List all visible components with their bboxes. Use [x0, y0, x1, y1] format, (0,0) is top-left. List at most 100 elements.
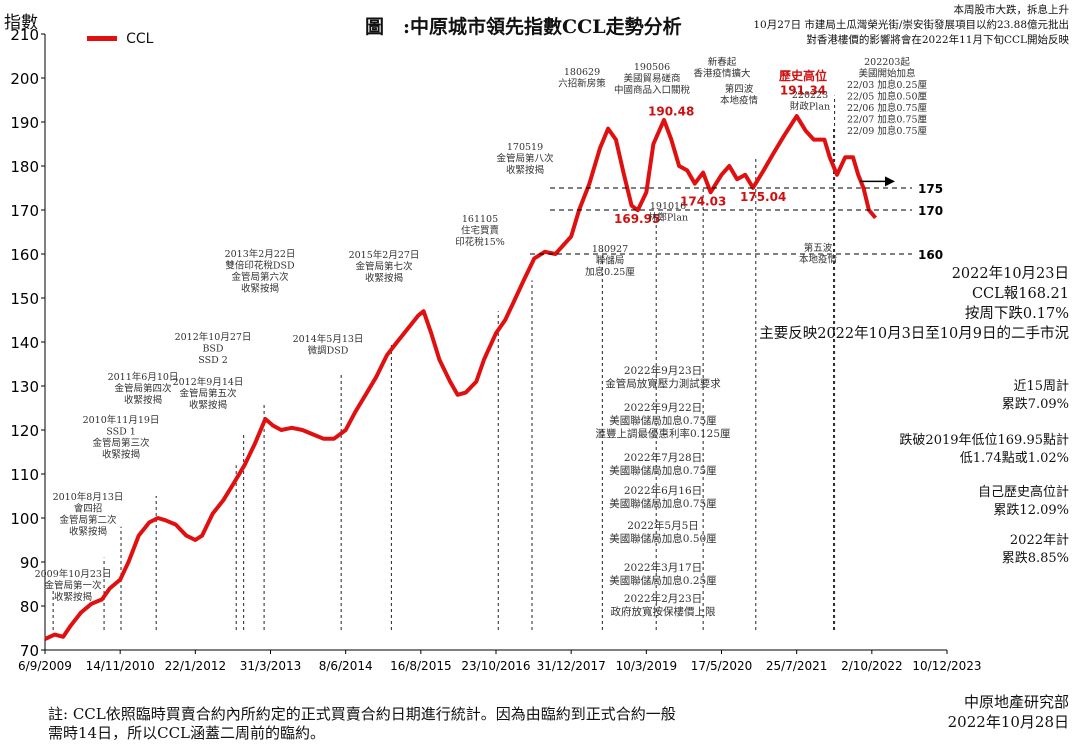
- timeline-event: 滙豐上調最優惠利率0.125厘: [595, 427, 731, 440]
- event-label: 收緊按揭: [506, 164, 544, 176]
- stat-value: 累跌12.09%: [993, 503, 1069, 518]
- y-tick-label: 80: [20, 598, 39, 616]
- y-tick-label: 180: [10, 158, 39, 176]
- event-label-below: 聯儲局: [596, 255, 625, 267]
- footnote-line: 註: CCL依照臨時買賣合約內所約定的正式買賣合約日期進行統計。因為由臨約到正式…: [48, 705, 676, 723]
- stat-label: 自己歷史高位計: [977, 485, 1069, 500]
- y-tick-label: 110: [10, 466, 39, 484]
- legend: CCL: [87, 28, 153, 47]
- x-tick-label: 16/8/2015: [390, 659, 452, 673]
- y-tick-label: 210: [10, 26, 39, 44]
- y-tick-label: 150: [10, 290, 39, 308]
- timeline-date: 2022年5月5日: [627, 519, 699, 532]
- stat-value: 低1.74點或1.02%: [959, 451, 1069, 466]
- footnote-line: 需時14日，所以CCL涵蓋二周前的臨約。: [48, 724, 326, 742]
- ref-line-label: 160: [918, 248, 943, 262]
- event-label: 收緊按揭: [54, 591, 92, 603]
- event-label: 2010年11月19日: [83, 414, 160, 426]
- event-label: 收緊按揭: [365, 272, 403, 284]
- y-tick-label: 200: [10, 70, 39, 88]
- summary-value: CCL報168.21: [971, 286, 1069, 302]
- summary-date: 2022年10月23日: [951, 266, 1069, 282]
- x-tick-label: 23/10/2016: [461, 659, 530, 673]
- header-note-line: 對香港樓價的影響將會在2022年11月下旬CCL開始反映: [806, 34, 1069, 46]
- point-label: 190.48: [648, 104, 694, 118]
- source: 中原地產研究部 2022年10月28日: [948, 692, 1069, 732]
- y-tick-label: 120: [10, 422, 39, 440]
- x-tick-label: 17/5/2020: [691, 659, 753, 673]
- event-label: 金管局第三次: [92, 437, 150, 449]
- event-label: 收緊按揭: [124, 394, 162, 406]
- source-date: 2022年10月28日: [947, 713, 1069, 731]
- legend-swatch: [87, 36, 117, 41]
- legend-label: CCL: [126, 30, 154, 47]
- event-label: 六招新房策: [558, 78, 606, 90]
- summary-box: 2022年10月23日 CCL報168.21 按周下跌0.17% 主要反映202…: [759, 264, 1069, 344]
- page-title: 圖 :中原城市領先指數CCL走勢分析: [365, 16, 682, 38]
- x-tick-label: 10/12/2023: [912, 659, 981, 673]
- event-label: 22/03 加息0.25厘: [847, 79, 928, 91]
- stat-item: 2022年計 累跌8.85%: [899, 532, 1069, 568]
- event-label: 金管局第一次: [44, 580, 102, 592]
- event-label: 美國開始加息: [858, 68, 915, 80]
- event-label: 22/09 加息0.75厘: [847, 125, 928, 137]
- header-note: 本周股市大跌，拆息上升 10月27日 市建局土瓜灣榮光街/崇安街發展項目以約23…: [753, 3, 1069, 48]
- event-label: 收緊按揭: [241, 283, 279, 295]
- x-tick-label: 14/11/2010: [86, 659, 155, 673]
- stat-item: 近15周計 累跌7.09%: [899, 378, 1069, 432]
- event-label-below: 191016: [650, 201, 686, 212]
- y-tick-label: 130: [10, 378, 39, 396]
- x-tick-label: 8/6/2014: [319, 659, 373, 673]
- x-tick-label: 31/3/2013: [240, 659, 302, 673]
- arrow-head: [885, 176, 895, 187]
- event-label: 印花稅15%: [455, 236, 505, 248]
- y-tick-label: 70: [20, 642, 39, 660]
- y-tick-label: 160: [10, 246, 39, 264]
- event-label: 會四招: [74, 503, 103, 515]
- event-label: 香港疫情擴大: [693, 68, 751, 80]
- event-label: 金管局第六次: [231, 271, 289, 283]
- event-label: 190506: [634, 62, 670, 73]
- timeline-event: 美國聯儲局加息0.75厘: [609, 497, 717, 510]
- stat-label: 近15周計: [1013, 379, 1069, 394]
- event-label: 2009年10月23日: [35, 568, 112, 580]
- x-tick-label: 25/7/2021: [766, 659, 828, 673]
- x-tick-label: 31/12/2017: [537, 659, 606, 673]
- timeline-event: 政府放寬按保樓價上限: [611, 605, 716, 618]
- x-tick-label: 2/10/2022: [841, 659, 903, 673]
- event-label: 2011年6月10日: [108, 371, 179, 383]
- event-label: 第四波: [725, 83, 754, 95]
- event-label: 22/05 加息0.50厘: [847, 91, 928, 103]
- event-label: 財政Plan: [790, 101, 830, 113]
- event-label-below: 加息0.25厘: [585, 266, 635, 278]
- y-tick-label: 140: [10, 334, 39, 352]
- event-label: 收緊按揭: [102, 449, 140, 461]
- timeline-date: 2022年7月28日: [624, 451, 702, 464]
- stats-list: 近15周計 累跌7.09% 跌破2019年低位169.95點計 低1.74點或1…: [899, 378, 1069, 568]
- event-label: 180629: [564, 67, 600, 78]
- event-label: 22/07 加息0.75厘: [847, 114, 928, 126]
- peak-label-value: 191.34: [780, 84, 826, 98]
- header-note-line: 10月27日 市建局土瓜灣榮光街/崇安街發展項目以約23.88億元批出: [753, 19, 1069, 31]
- event-label: 收緊按揭: [69, 526, 107, 538]
- event-label: 161105: [462, 214, 498, 225]
- ref-line-label: 175: [918, 182, 943, 196]
- stat-item: 跌破2019年低位169.95點計 低1.74點或1.02%: [899, 432, 1069, 484]
- event-label: 170519: [507, 142, 543, 153]
- event-label: 金管局第五次: [179, 388, 237, 400]
- event-label: 2014年5月13日: [293, 333, 364, 345]
- peak-label-title: 歷史高位: [779, 68, 827, 83]
- ref-line-label: 170: [918, 204, 943, 218]
- event-label: 金管局第二次: [59, 514, 117, 526]
- event-label: 2015年2月27日: [349, 249, 420, 261]
- point-label: 174.03: [680, 195, 726, 209]
- summary-change: 按周下跌0.17%: [964, 306, 1069, 322]
- event-label: 2010年8月13日: [53, 491, 124, 503]
- timeline-date: 2022年9月22日: [624, 401, 702, 414]
- timeline-date: 2022年2月23日: [624, 592, 702, 605]
- summary-note: 主要反映2022年10月3日至10月9日的二手市況: [759, 326, 1069, 342]
- footnote: 註: CCL依照臨時買賣合約內所約定的正式買賣合約日期進行統計。因為由臨約到正式…: [48, 705, 676, 743]
- event-label: 金管局第四次: [114, 383, 172, 395]
- event-label: 收緊按揭: [189, 399, 227, 411]
